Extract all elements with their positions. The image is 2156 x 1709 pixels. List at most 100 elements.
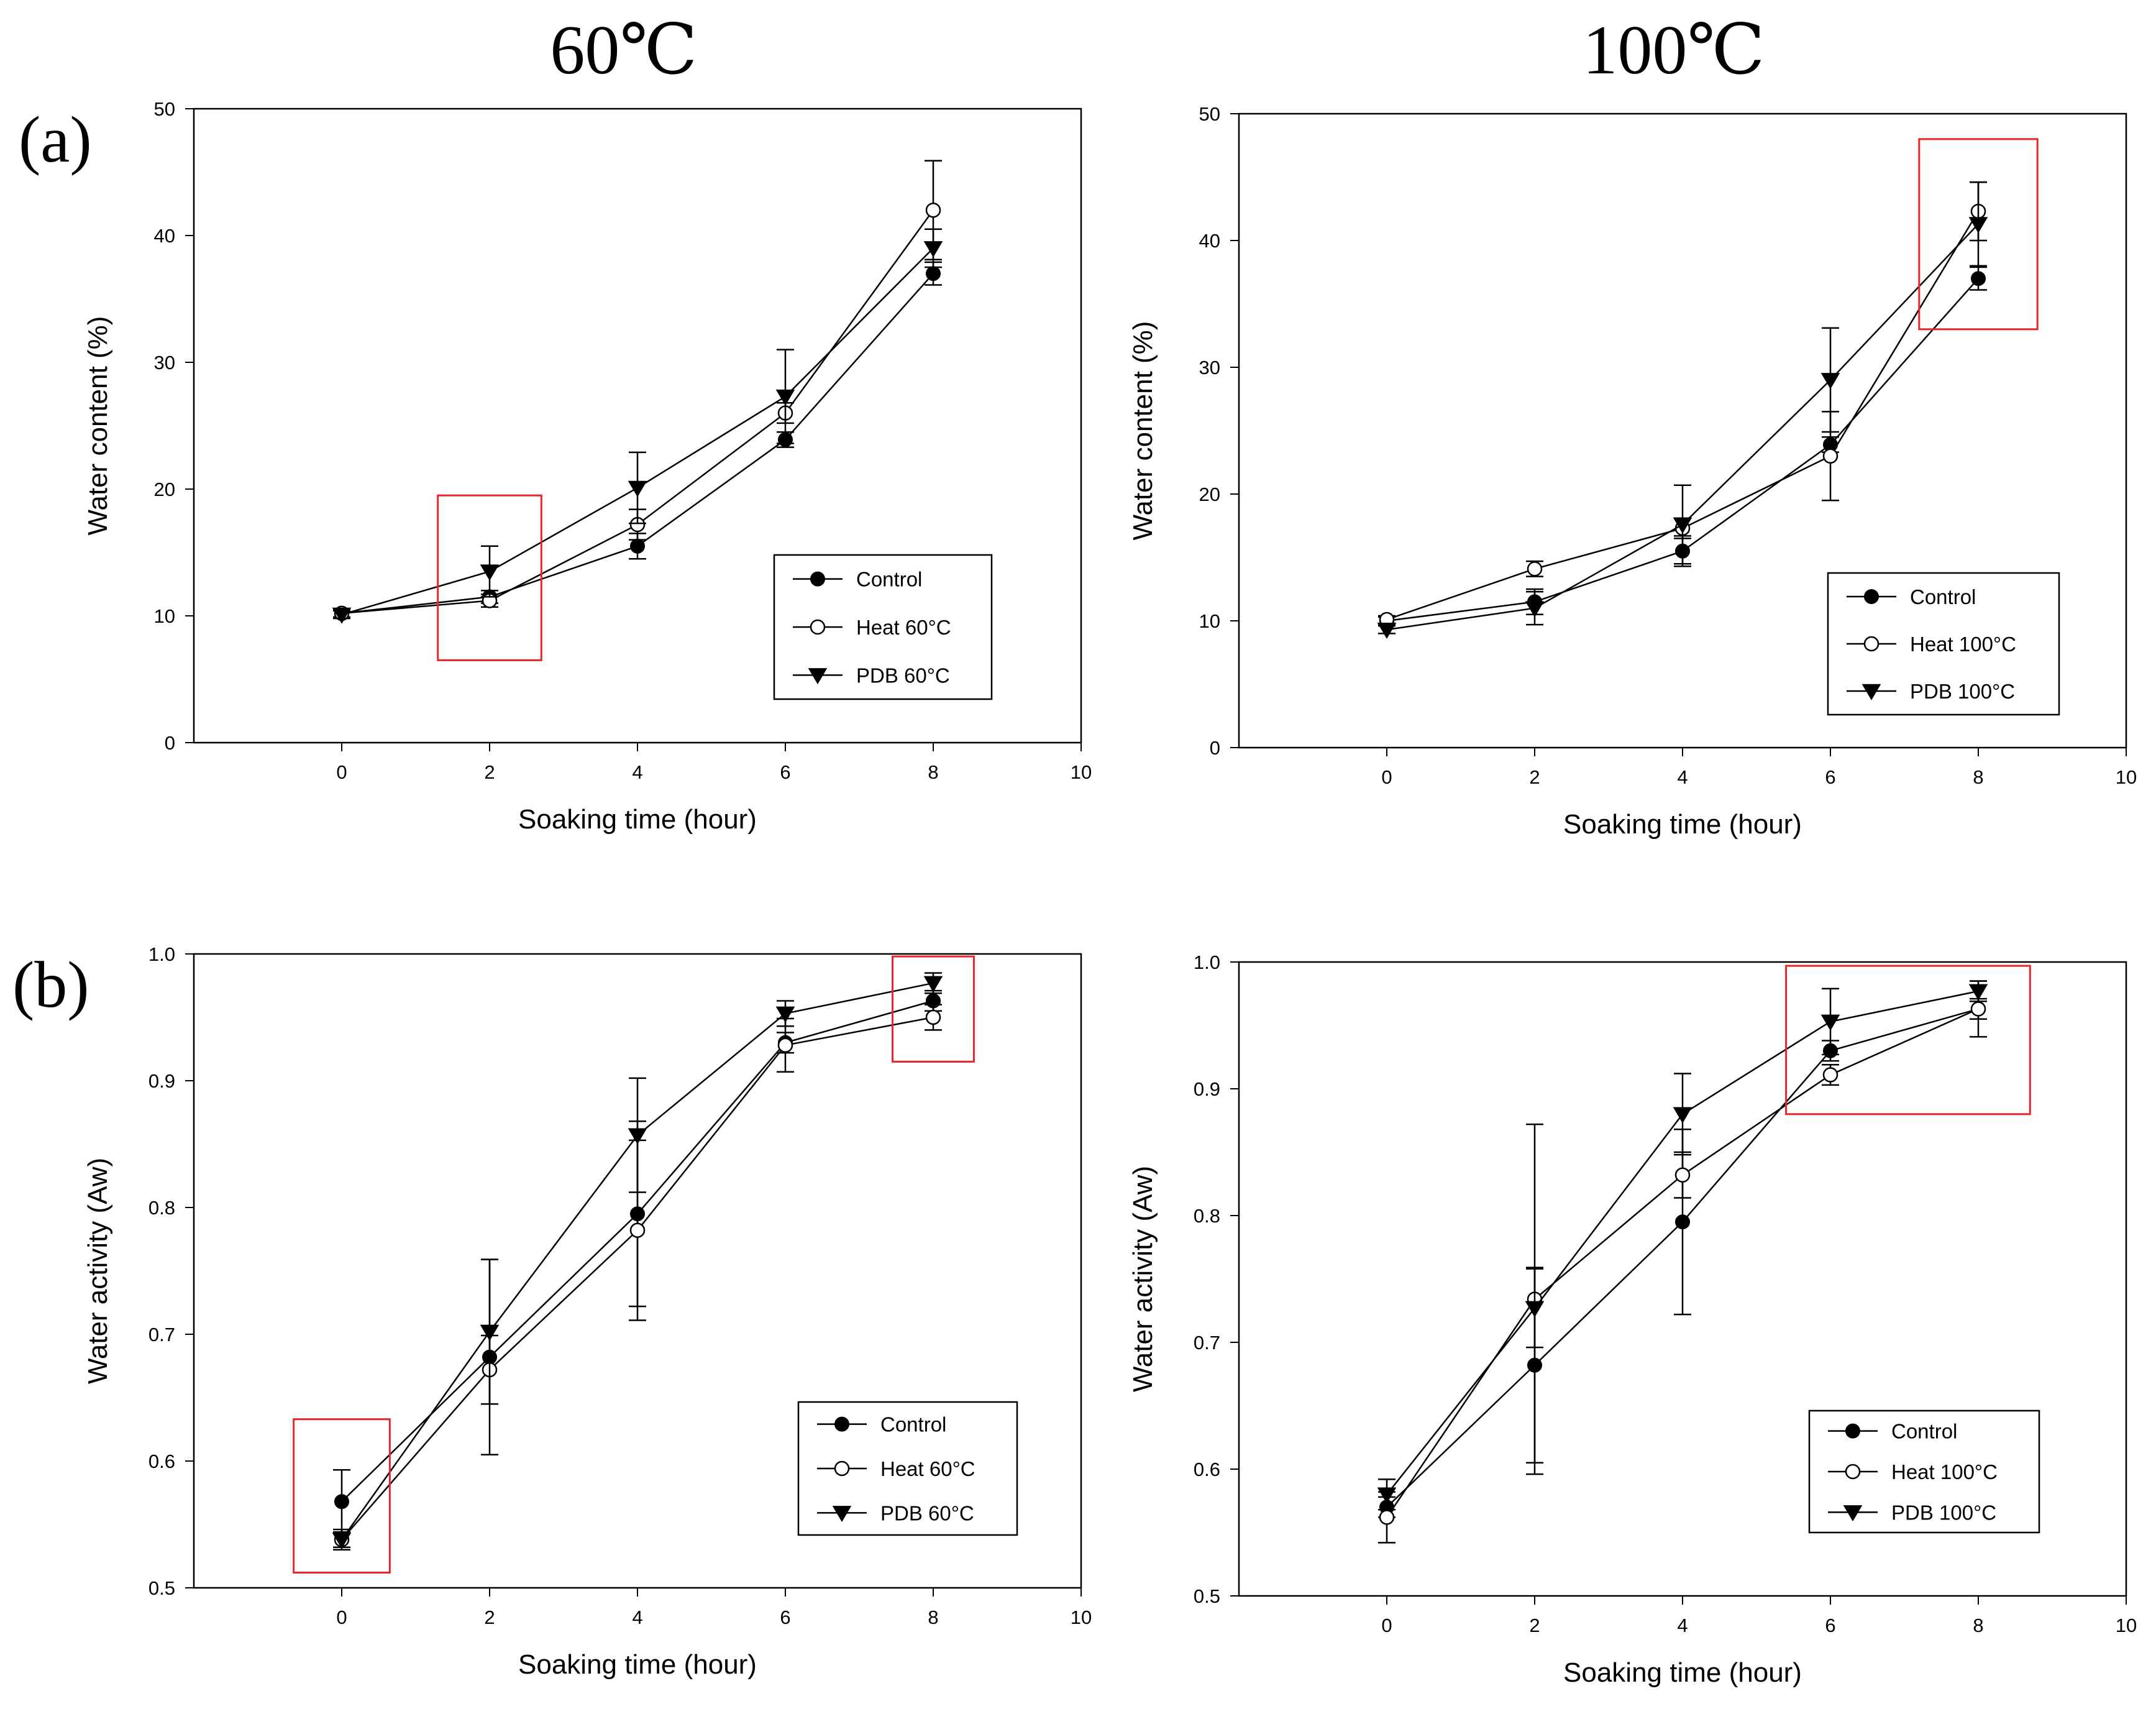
x-tick-label: 10: [1071, 761, 1092, 783]
x-tick-label: 10: [2116, 1615, 2137, 1636]
x-tick-label: 8: [1973, 1615, 1983, 1636]
y-tick-label: 40: [1199, 230, 1220, 252]
data-point: [925, 202, 941, 218]
data-point: [1377, 623, 1397, 639]
legend: Control Heat 100°C PDB 100°C: [1827, 572, 2060, 716]
x-axis-label: Soaking time (hour): [1563, 1657, 1802, 1688]
legend-label: PDB 60°C: [880, 1501, 974, 1524]
x-tick-label: 4: [1677, 766, 1688, 788]
data-point: [1673, 1107, 1692, 1124]
y-tick-label: 20: [1199, 483, 1220, 505]
y-tick-label: 0.8: [1194, 1205, 1220, 1227]
x-tick-label: 2: [1529, 766, 1540, 788]
x-tick-label: 4: [1677, 1615, 1688, 1636]
legend-label: PDB 60°C: [856, 664, 950, 687]
legend: Control Heat 60°C PDB 60°C: [797, 1401, 1018, 1536]
data-point: [1968, 984, 1988, 1001]
data-point: [775, 389, 795, 406]
data-point: [480, 1324, 500, 1341]
x-tick-label: 6: [780, 1606, 790, 1628]
y-axis-label: Water activity (Aw): [1128, 1166, 1158, 1392]
data-point: [1525, 601, 1545, 618]
data-point: [1377, 1487, 1397, 1504]
y-tick-label: 10: [1199, 610, 1220, 632]
x-tick-label: 0: [1381, 766, 1392, 788]
highlight-box: [1785, 964, 2031, 1116]
data-point: [777, 1037, 793, 1053]
series-line: [1386, 223, 1979, 631]
x-tick-label: 6: [1825, 766, 1835, 788]
data-point: [923, 976, 943, 992]
y-tick-label: 1.0: [148, 943, 175, 965]
legend-marker: [834, 1416, 849, 1432]
x-tick-label: 0: [1381, 1615, 1392, 1636]
highlight-box: [293, 1418, 391, 1574]
y-axis-label: Water content (%): [1128, 321, 1158, 541]
x-tick-label: 6: [1825, 1615, 1835, 1636]
series-line: [1386, 278, 1979, 622]
series-pdb-60-c: [332, 972, 943, 1551]
series-pdb-60-c: [332, 228, 943, 624]
series-pdb-100-c: [1377, 181, 1988, 639]
data-point: [925, 1009, 941, 1025]
data-point: [1675, 1214, 1690, 1230]
y-tick-label: 30: [1199, 357, 1220, 378]
x-tick-label: 0: [336, 761, 347, 783]
highlight-box: [1918, 138, 2039, 331]
y-tick-label: 0.6: [1194, 1459, 1220, 1480]
data-point: [332, 607, 352, 624]
data-point: [1673, 517, 1692, 534]
chart-water-activity-60c: 0 2 4 6 8 10 0.5 0.6 0.7 0.8 0.9 1.0 Soaking time (h…: [83, 943, 1092, 1680]
legend-label: PDB 100°C: [1910, 680, 2015, 703]
data-point: [332, 1533, 352, 1549]
panel-label-b: (b): [12, 948, 89, 1021]
legend-marker: [1845, 1464, 1861, 1480]
x-axis-label: Soaking time (hour): [1563, 809, 1802, 840]
x-axis-label: Soaking time (hour): [518, 1649, 757, 1680]
x-tick-label: 2: [484, 1606, 495, 1628]
legend-marker: [1864, 589, 1879, 604]
data-point: [1971, 271, 1986, 286]
chart-water-content-60c: 0 2 4 6 8 10 0 10 20 30 40 50 Soaking time (hour) Wat…: [83, 98, 1092, 835]
legend-marker: [1843, 1505, 1863, 1522]
legend-marker: [1845, 1423, 1860, 1439]
panel-label-a: (a): [19, 103, 92, 176]
y-tick-label: 20: [154, 479, 175, 500]
chart-water-activity-100c: 0 2 4 6 8 10 0.5 0.6 0.7 0.8 0.9 1.0 Soaking time (h…: [1128, 951, 2137, 1688]
legend-label: Heat 100°C: [1891, 1460, 1998, 1483]
y-tick-label: 0.7: [148, 1324, 175, 1345]
legend-label: Control: [1891, 1420, 1957, 1443]
column-title-100c: 100℃: [1583, 12, 1765, 89]
y-axis-label: Water activity (Aw): [83, 1158, 113, 1384]
x-tick-label: 6: [780, 761, 790, 783]
legend-label: Control: [856, 568, 922, 591]
y-tick-label: 30: [154, 352, 175, 373]
data-point: [1970, 1001, 1986, 1017]
y-tick-label: 50: [154, 98, 175, 120]
legend: Control Heat 60°C PDB 60°C: [773, 554, 993, 700]
legend-marker: [808, 668, 828, 685]
data-point: [926, 266, 941, 282]
data-point: [630, 538, 645, 554]
data-point: [1527, 561, 1543, 577]
x-tick-label: 4: [632, 1606, 642, 1628]
y-tick-label: 10: [154, 605, 175, 627]
x-axis-label: Soaking time (hour): [518, 804, 757, 835]
highlight-box: [437, 494, 542, 661]
data-point: [1525, 1301, 1545, 1317]
legend-marker: [1863, 636, 1880, 652]
x-tick-label: 8: [1973, 766, 1983, 788]
y-tick-label: 0.6: [148, 1450, 175, 1472]
y-tick-label: 1.0: [1194, 951, 1220, 973]
series-pdb-100-c: [1377, 980, 1988, 1511]
legend: Control Heat 100°C PDB 100°C: [1808, 1409, 2040, 1534]
data-point: [1968, 217, 1988, 234]
x-tick-label: 4: [632, 761, 642, 783]
legend-marker: [834, 1460, 850, 1477]
data-point: [775, 1006, 795, 1023]
legend-label: PDB 100°C: [1891, 1501, 1996, 1524]
legend-label: Heat 60°C: [880, 1457, 975, 1480]
data-point: [628, 480, 647, 497]
data-point: [1820, 1014, 1840, 1031]
